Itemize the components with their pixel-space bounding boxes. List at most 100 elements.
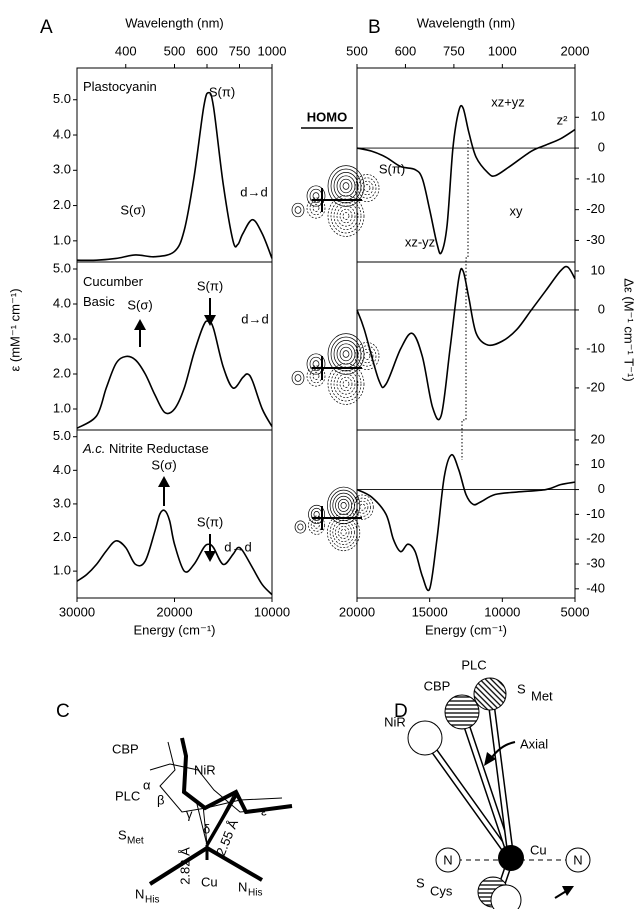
contour: [342, 380, 350, 388]
contour: [294, 520, 307, 534]
atom-label: N: [238, 879, 247, 894]
y-tick-label: 4.0: [53, 462, 71, 477]
contour: [329, 516, 358, 549]
axial-label: Axial: [520, 736, 548, 751]
y-tick-label: 2.0: [53, 365, 71, 380]
distance-label: 2.55 Å: [213, 817, 241, 858]
x-tick-label: 10000: [484, 604, 520, 619]
y-tick-label: 3.0: [53, 495, 71, 510]
x-tick-label: 5000: [561, 604, 590, 619]
atom-label: His: [145, 895, 159, 906]
y-tick-label: 3.0: [53, 162, 71, 177]
panel-label: A: [40, 17, 53, 38]
annotation: xy: [510, 203, 524, 218]
atom-label: Met: [127, 836, 144, 847]
reference-line: [461, 140, 469, 460]
atom-label: S: [118, 827, 127, 842]
x-tick-label: 20000: [156, 604, 192, 619]
angle-label: ε: [261, 803, 267, 818]
x2-axis-label: Wavelength (nm): [417, 15, 516, 30]
contour: [357, 177, 377, 199]
y-tick-label: -10: [586, 340, 605, 355]
y-tick-label: -30: [586, 555, 605, 570]
atom-label: N: [135, 886, 144, 901]
y-tick-label: 2.0: [53, 529, 71, 544]
annotation: S(π): [379, 161, 405, 176]
y-tick-label: 20: [591, 431, 605, 446]
contour: [342, 350, 350, 358]
contour: [357, 345, 377, 367]
contour: [309, 200, 323, 216]
atom-label: His: [248, 888, 262, 899]
panel-label: B: [368, 17, 381, 38]
annotation: S(π): [197, 278, 223, 293]
annotation: d→d: [224, 539, 251, 554]
panel-label: C: [56, 701, 70, 722]
annotation: S(σ): [127, 297, 152, 312]
contour: [327, 363, 365, 405]
y-tick-label: 10: [591, 262, 605, 277]
spectrum-line: [356, 265, 576, 421]
x2-tick-label: 400: [115, 43, 137, 58]
protein-label: PLC: [461, 657, 486, 672]
y-tick-label: 4.0: [53, 295, 71, 310]
contour: [333, 202, 359, 230]
y-tick-label: 0: [598, 481, 605, 496]
structure-overlay: [148, 737, 293, 886]
contour: [306, 185, 326, 207]
angle-label: β: [157, 792, 164, 807]
contour: [308, 504, 326, 524]
y-tick-label: 2.0: [53, 197, 71, 212]
y-tick-label: 1.0: [53, 400, 71, 415]
contour: [308, 515, 326, 535]
contour: [294, 206, 302, 214]
contour: [340, 528, 347, 536]
x-axis-label: Energy (cm⁻¹): [425, 622, 507, 637]
contour: [342, 182, 350, 190]
x2-tick-label: 600: [395, 43, 417, 58]
annotation: d→d: [240, 184, 267, 199]
contour: [327, 195, 365, 237]
arrows: [134, 298, 216, 562]
y-tick-label: 4.0: [53, 126, 71, 141]
contour: [335, 495, 353, 515]
y-tick-label: 5.0: [53, 428, 71, 443]
orbital-plot: [291, 333, 380, 405]
y-tick-label: 0: [598, 301, 605, 316]
x-tick-label: 15000: [412, 604, 448, 619]
y-tick-label: 1.0: [53, 232, 71, 247]
y-tick-label: 0: [598, 140, 605, 155]
y-axis-label: ε (mM⁻¹ cm⁻¹): [7, 288, 22, 371]
plot-frame: [76, 67, 273, 599]
contour: [336, 205, 356, 227]
angle-label: γ: [186, 806, 193, 821]
contour: [339, 178, 353, 194]
protein-label: CBP: [112, 741, 139, 756]
contour: [363, 184, 371, 192]
contour: [333, 172, 359, 200]
x2-tick-label: 600: [196, 43, 218, 58]
y-tick-label: -30: [586, 232, 605, 247]
y-tick-label: 3.0: [53, 330, 71, 345]
contour: [354, 497, 371, 517]
protein-label: NiR: [384, 714, 406, 729]
annotation: xz+yz: [491, 94, 525, 109]
annotation: S(π): [209, 84, 235, 99]
plot-frame: [356, 67, 576, 599]
angle-label: δ: [203, 821, 210, 836]
contour: [333, 370, 359, 398]
contour: [360, 348, 374, 364]
contour: [363, 352, 371, 360]
x2-tick-label: 1000: [258, 43, 287, 58]
contour: [309, 368, 323, 384]
bond-sketch: [312, 506, 362, 530]
contour: [327, 486, 361, 525]
contour: [312, 372, 320, 380]
x2-tick-label: 750: [443, 43, 465, 58]
contour: [354, 342, 380, 370]
contour: [327, 513, 361, 552]
contour: [336, 373, 356, 395]
atom-label: Cu: [530, 842, 547, 857]
annotation: S(π): [197, 514, 223, 529]
